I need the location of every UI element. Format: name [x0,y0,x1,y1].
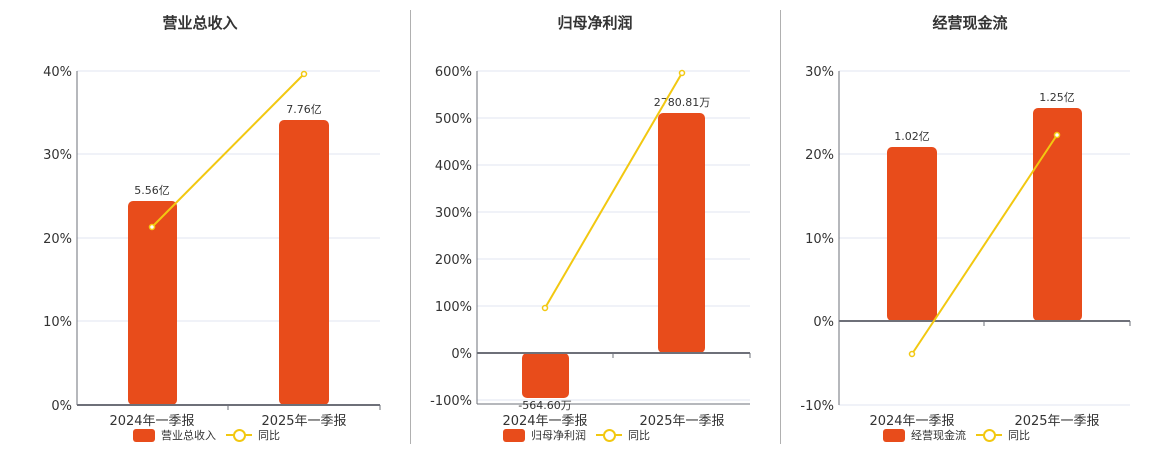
svg-text:2024年一季报: 2024年一季报 [109,414,194,429]
svg-text:10%: 10% [43,315,72,330]
bar-label: 2780.81万 [654,96,711,109]
yoy-point[interactable] [541,304,549,312]
chart-panel-operating-cashflow: 经营现金流 30% 20% 10% 0% -10% 1.02亿 1.25亿 20… [780,0,1160,450]
yoy-line [544,72,683,309]
svg-text:500%: 500% [435,112,472,127]
bar-2025[interactable] [658,113,705,353]
legend-line-icon [226,428,252,442]
chart-title: 归母净利润 [557,14,633,32]
y-axis-ticks: 40% 30% 20% 10% 0% [43,65,72,414]
legend-line-label: 同比 [628,429,650,442]
chart-panel-revenue: 营业总收入 40% 30% 20% 10% 0% 5.56亿 7.76亿 202… [0,0,400,450]
y-axis-ticks: 30% 20% 10% 0% -10% [800,65,834,414]
x-axis-ticks: 2024年一季报 2025年一季报 [109,414,346,429]
svg-text:-10%: -10% [800,399,834,414]
svg-text:30%: 30% [805,65,834,80]
bar-2024[interactable] [128,201,177,405]
x-axis-ticks: 2024年一季报 2025年一季报 [869,414,1099,429]
chart-plot: 30% 20% 10% 0% -10% 1.02亿 1.25亿 2024年一季报… [800,65,1131,429]
legend[interactable]: 经营现金流 同比 [883,427,1030,443]
legend-bar-swatch [133,428,155,442]
chart-plot: 600% 500% 400% 300% 200% 100% 0% -100% -… [430,65,751,429]
y-axis-ticks: 600% 500% 400% 300% 200% 100% 0% -100% [430,65,472,409]
x-axis-ticks: 2024年一季报 2025年一季报 [502,414,724,429]
yoy-line [911,134,1058,355]
svg-text:-100%: -100% [430,394,472,409]
bar-2024[interactable] [522,353,569,398]
grid-lines [77,70,380,322]
chart-title: 营业总收入 [162,14,238,32]
svg-text:0%: 0% [451,347,472,362]
svg-text:20%: 20% [43,232,72,247]
svg-text:600%: 600% [435,65,472,80]
bar-label: 1.02亿 [894,130,930,143]
svg-text:0%: 0% [813,315,834,330]
svg-text:200%: 200% [435,253,472,268]
panel-divider [780,10,781,444]
yoy-point[interactable] [678,69,686,77]
svg-text:40%: 40% [43,65,72,80]
bar-2024[interactable] [887,147,937,321]
bar-label: 1.25亿 [1039,91,1075,104]
yoy-line [151,73,305,228]
svg-text:30%: 30% [43,148,72,163]
yoy-point[interactable] [148,223,156,231]
chart-plot: 40% 30% 20% 10% 0% 5.56亿 7.76亿 2024年一季报 … [43,65,381,429]
bar-2025[interactable] [1033,108,1082,321]
bar-label: -564.60万 [518,399,571,412]
chart-panel-net-profit: 归母净利润 600% 500% 400% 300% 200% 100% 0% -… [390,0,780,450]
bar-2025[interactable] [279,120,329,405]
svg-text:10%: 10% [805,232,834,247]
bar-label: 7.76亿 [286,103,322,116]
legend-bar-swatch [503,428,525,442]
legend[interactable]: 营业总收入 同比 [133,427,280,443]
svg-text:300%: 300% [435,206,472,221]
svg-text:2025年一季报: 2025年一季报 [639,414,724,429]
legend-line-icon [976,428,1002,442]
svg-text:20%: 20% [805,148,834,163]
legend-bar-label: 归母净利润 [531,429,586,442]
legend[interactable]: 归母净利润 同比 [503,427,650,443]
legend-line-icon [596,428,622,442]
svg-text:2024年一季报: 2024年一季报 [502,414,587,429]
bar-label: 5.56亿 [134,184,170,197]
yoy-point[interactable] [908,350,916,358]
panel-divider [410,10,411,444]
legend-bar-label: 经营现金流 [911,429,966,442]
yoy-point[interactable] [300,70,308,78]
legend-bar-swatch [883,428,905,442]
svg-text:2025年一季报: 2025年一季报 [261,414,346,429]
svg-text:400%: 400% [435,159,472,174]
chart-title: 经营现金流 [932,14,1008,32]
grid-lines [839,70,1130,406]
legend-line-label: 同比 [258,429,280,442]
yoy-point[interactable] [1053,131,1061,139]
svg-text:100%: 100% [435,300,472,315]
legend-line-label: 同比 [1008,429,1030,442]
svg-text:2024年一季报: 2024年一季报 [869,414,954,429]
svg-text:0%: 0% [51,399,72,414]
legend-bar-label: 营业总收入 [161,429,216,442]
grid-lines [477,70,750,401]
svg-text:2025年一季报: 2025年一季报 [1014,414,1099,429]
